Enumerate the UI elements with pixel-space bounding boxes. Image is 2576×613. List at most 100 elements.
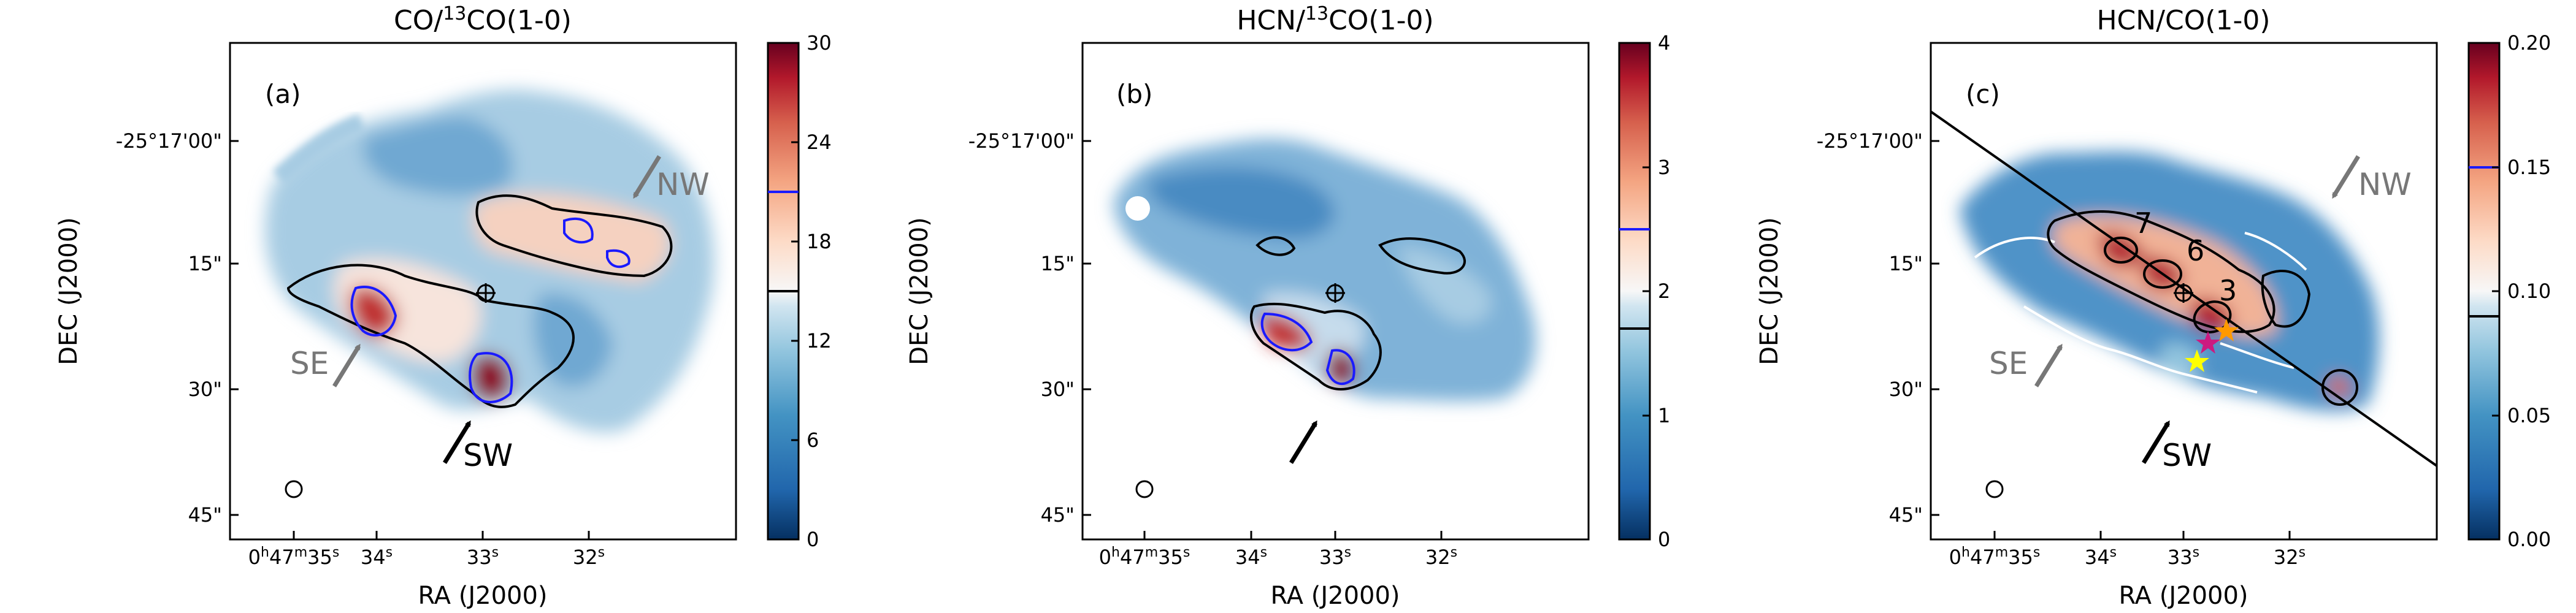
panel-c-ylabel: DEC (J2000) [1755, 217, 1784, 365]
panel-c-arrow-sw: SW [2142, 420, 2212, 473]
panel-c-cbar-tick-1: 0.05 [2507, 404, 2551, 427]
panel-a-colorbar: 0 6 12 18 24 30 [767, 31, 832, 551]
panel-c-region-label-3: 3 [2219, 274, 2237, 307]
panel-c-region-label-6: 6 [2187, 234, 2204, 267]
panel-c-region-labels: 7 6 3 [2134, 207, 2237, 307]
panel-c-xlabel: RA (J2000) [2118, 582, 2248, 610]
panel-c-black-contour-e [2261, 269, 2311, 328]
panel-a-arrow-nw: NW [633, 155, 710, 202]
panel-b-cbar-tick-2: 2 [1658, 280, 1670, 303]
panel-a-ytick-0: -25°17'00" [116, 129, 222, 153]
panel-a-ylabel: DEC (J2000) [55, 217, 83, 365]
panel-b-black-contour [1250, 302, 1382, 390]
panel-c-white-contour [1974, 237, 2258, 394]
panel-c-arrow-se-label: SE [1989, 346, 2028, 381]
panel-b-black-contour-top [1255, 236, 1466, 275]
panel-a-arrow-sw: SW [443, 420, 513, 473]
panel-b-y-ticks: -25°17'00" 15" 30" 45" [968, 129, 1091, 527]
panel-c-xtick-2: 33s [2168, 545, 2199, 569]
panel-b-arrow-sw [1289, 420, 1317, 464]
panel-c-xtick-1: 34s [2085, 545, 2117, 569]
panel-a-map [264, 89, 715, 498]
panel-a-xtick-3: 32s [573, 545, 605, 569]
panel-c-arrow-nw: NW [2332, 155, 2412, 202]
panel-b-ylabel: DEC (J2000) [905, 217, 933, 365]
panel-a-blue-contour [350, 286, 397, 337]
panel-b-map [1113, 139, 1536, 498]
panel-c-ytick-0: -25°17'00" [1817, 129, 1923, 153]
panel-b-xtick-0: 0h47m35s [1099, 545, 1190, 569]
panel-a-arrow-nw-label: NW [656, 167, 710, 202]
panel-c-label: (c) [1966, 79, 2000, 109]
panel-b-cbar-tick-0: 0 [1658, 528, 1670, 551]
panel-c-region-7 [2104, 237, 2138, 264]
panel-a-xtick-0: 0h47m35s [248, 545, 340, 569]
panel-c-ytick-2: 30" [1889, 378, 1923, 401]
panel-c-region-3 [2193, 300, 2232, 333]
panel-a-y-ticks: -25°17'00" 15" 30" 45" [116, 129, 239, 527]
panel-b-colorbar: 0 1 2 3 4 [1618, 31, 1670, 551]
panel-c-white-contour-2 [2220, 232, 2307, 369]
panel-b-blue-contour [1260, 312, 1313, 352]
panel-c-star-orange [2214, 319, 2239, 341]
panel-a-cbar-tick-2: 12 [807, 329, 832, 352]
panel-b-cbar-tick-1: 1 [1658, 404, 1670, 427]
panel-a-title: CO/13CO(1-0) [394, 3, 572, 36]
panel-c-beam [1985, 480, 2004, 498]
panel-b-label: (b) [1116, 79, 1152, 109]
panel-b: HCN/13CO(1-0) (b) [905, 3, 1670, 610]
panel-a-arrow-sw-label: SW [463, 438, 513, 473]
panel-c-y-ticks: -25°17'00" 15" 30" 45" [1817, 129, 1939, 527]
panel-c-map [1931, 110, 2437, 498]
panel-b-xtick-1: 34s [1235, 545, 1267, 569]
panel-c-colorbar: 0.00 0.05 0.10 0.15 0.20 [2467, 31, 2551, 551]
panel-c-star-magenta [2196, 331, 2220, 354]
panel-c-ytick-3: 45" [1889, 503, 1923, 527]
panel-a-ytick-1: 15" [188, 252, 222, 275]
panel-b-x-ticks: 0h47m35s 34s 33s 32s [1099, 531, 1457, 569]
panel-a-blue-contour-nw [563, 217, 631, 268]
panel-b-xtick-2: 33s [1319, 545, 1351, 569]
panel-a-arrow-se: SE [290, 343, 361, 387]
panel-c-arrow-nw-label: NW [2358, 167, 2412, 202]
panel-b-title: HCN/13CO(1-0) [1236, 3, 1433, 36]
panel-b-ytick-0: -25°17'00" [968, 129, 1075, 153]
panel-c-cbar-tick-3: 0.15 [2507, 156, 2551, 179]
panel-a-cbar-tick-3: 18 [807, 230, 832, 253]
panel-b-xlabel: RA (J2000) [1270, 582, 1400, 610]
panel-c-region-6 [2143, 259, 2182, 289]
panel-c-title: HCN/CO(1-0) [2096, 5, 2270, 36]
panel-c-x-ticks: 0h47m35s 34s 33s 32s [1949, 531, 2306, 569]
panel-c-ytick-1: 15" [1889, 252, 1923, 275]
panel-c-cbar-tick-2: 0.10 [2507, 280, 2551, 303]
panel-b-ytick-1: 15" [1041, 252, 1075, 275]
panel-a-xlabel: RA (J2000) [418, 582, 547, 610]
panel-b-cbar-tick-3: 3 [1658, 156, 1670, 179]
panel-b-xtick-3: 32s [1425, 545, 1457, 569]
panel-c-black-contour [2047, 210, 2275, 333]
panel-a-xtick-1: 34s [361, 545, 393, 569]
panel-b-blue-contour-sw [1325, 349, 1355, 385]
panel-c-arrow-se: SE [1989, 343, 2063, 387]
panel-c: HCN/CO(1-0) [1755, 5, 2551, 610]
panel-a-blue-contour-sw [469, 352, 513, 403]
panel-b-beam [1135, 480, 1154, 498]
panel-c-xtick-3: 32s [2274, 545, 2306, 569]
panel-a-arrow-se-label: SE [290, 346, 329, 381]
panel-c-xtick-0: 0h47m35s [1949, 545, 2041, 569]
panel-a-beam [285, 480, 303, 498]
panel-a-label: (a) [265, 79, 301, 109]
panel-a-cbar-tick-0: 0 [807, 528, 819, 551]
panel-c-star-yellow [2185, 349, 2209, 372]
panel-b-cbar-tick-4: 4 [1658, 31, 1670, 55]
panel-a-black-contour [286, 264, 575, 408]
panel-c-cbar-tick-0: 0.00 [2507, 528, 2551, 551]
panel-a-cbar-tick-1: 6 [807, 428, 819, 452]
panel-b-ytick-2: 30" [1041, 378, 1075, 401]
panel-a-x-ticks: 0h47m35s 34s 33s 32s [248, 531, 605, 569]
panel-a-cbar-tick-4: 24 [807, 131, 832, 154]
panel-c-cbar-tick-4: 0.20 [2507, 31, 2551, 55]
panel-a-ytick-2: 30" [188, 378, 222, 401]
panel-c-arrow-sw-label: SW [2162, 438, 2212, 473]
